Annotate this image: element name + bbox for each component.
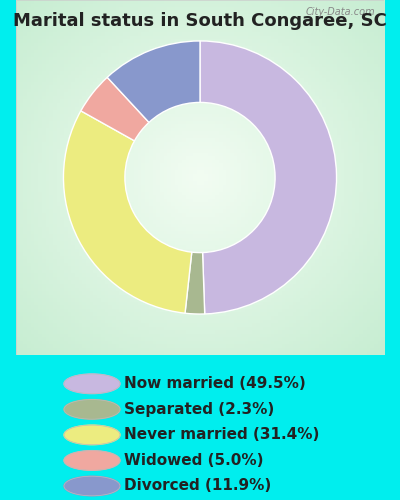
Circle shape <box>64 374 120 394</box>
Wedge shape <box>185 252 205 314</box>
Circle shape <box>64 450 120 470</box>
Text: City-Data.com: City-Data.com <box>305 7 375 17</box>
Wedge shape <box>200 41 336 314</box>
Text: Never married (31.4%): Never married (31.4%) <box>124 428 319 442</box>
Wedge shape <box>81 78 149 141</box>
Circle shape <box>64 425 120 444</box>
Circle shape <box>64 476 120 496</box>
Text: Widowed (5.0%): Widowed (5.0%) <box>124 453 264 468</box>
Text: Divorced (11.9%): Divorced (11.9%) <box>124 478 271 494</box>
Wedge shape <box>64 111 192 313</box>
Text: Separated (2.3%): Separated (2.3%) <box>124 402 274 417</box>
Text: Marital status in South Congaree, SC: Marital status in South Congaree, SC <box>13 12 387 30</box>
Text: Now married (49.5%): Now married (49.5%) <box>124 376 306 392</box>
Wedge shape <box>107 41 200 122</box>
Circle shape <box>64 400 120 419</box>
